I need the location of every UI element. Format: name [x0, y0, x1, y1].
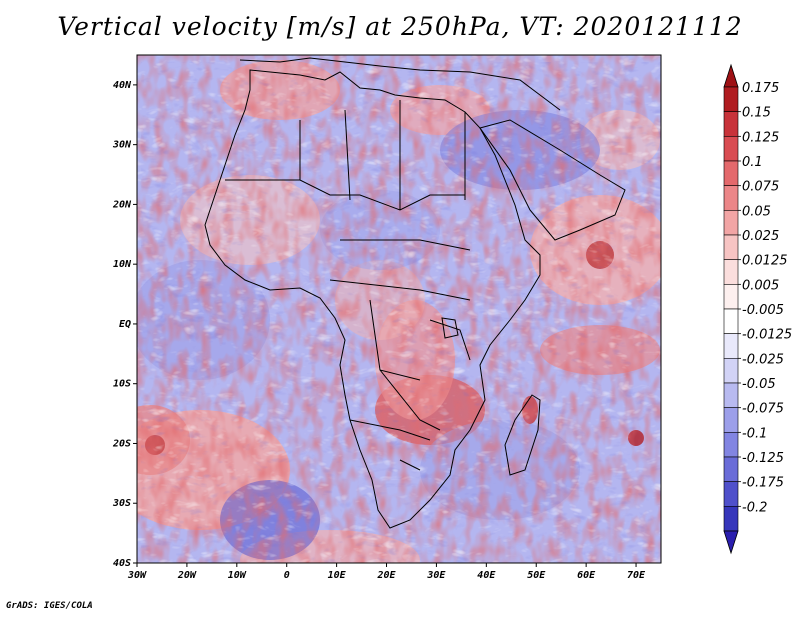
colorbar-swatch: [723, 234, 739, 260]
lon-tick-label: 60E: [577, 570, 596, 581]
lon-tick-label: 20E: [376, 570, 396, 581]
colorbar-swatch: [723, 185, 739, 211]
colorbar-swatch: [723, 407, 739, 433]
colorbar-bottom-arrow: [723, 530, 739, 555]
colorbar-label: -0.175: [742, 476, 784, 491]
lat-tick-label: 30S: [112, 498, 131, 509]
colorbar-swatch: [723, 86, 739, 112]
colorbar-label: -0.05: [742, 377, 776, 392]
colorbar-swatch: [723, 308, 739, 334]
colorbar-swatch: [723, 111, 739, 137]
madagascar-coastline: [504, 394, 541, 476]
lat-tick-label: 40S: [113, 558, 131, 569]
colorbar-swatch: [723, 284, 739, 310]
lat-tick-label: EQ: [119, 319, 131, 330]
colorbar-swatch: [723, 259, 739, 285]
plot-title: Vertical velocity [m/s] at 250hPa, VT: 2…: [57, 12, 743, 41]
colorbar-label: 0.0125: [742, 254, 788, 269]
colorbar-swatch: [723, 358, 739, 384]
colorbar-label: 0.175: [742, 81, 779, 96]
colorbar-label: 0.005: [742, 278, 779, 293]
velocity-field: [137, 55, 661, 563]
lon-tick-label: 10W: [228, 570, 247, 581]
longitude-axis: 30W 20W 10W 0 10E 20E 30E 40E 50E 60E 70E: [127, 563, 646, 581]
lon-tick-label: 70E: [627, 570, 646, 581]
colorbar-label: 0.15: [742, 106, 771, 121]
lat-tick-label: 10S: [113, 379, 131, 390]
colorbar-label: -0.025: [742, 352, 784, 367]
lat-tick-label: 40N: [113, 80, 132, 91]
europe-coastline: [239, 57, 561, 111]
colorbar-label: -0.0125: [742, 328, 792, 343]
colorbar-label: 0.125: [742, 130, 779, 145]
lon-tick-label: 40E: [477, 570, 496, 581]
footer-credit: GrADS: IGES/COLA: [6, 601, 93, 611]
colorbar-swatch: [723, 506, 739, 532]
colorbar-swatch: [723, 382, 739, 408]
lat-tick-label: 20N: [112, 199, 132, 210]
coastlines: [204, 57, 626, 529]
colorbar-label: -0.1: [742, 426, 767, 441]
lat-tick-label: 10N: [113, 259, 132, 270]
colorbar: 0.175 0.15 0.125 0.1 0.075 0.05 0.025 0.0125 0.0…: [723, 63, 792, 555]
colorbar-top-arrow: [723, 63, 739, 88]
colorbar-label: 0.1: [742, 155, 763, 170]
country-borders: [225, 100, 471, 471]
lon-tick-label: 50E: [527, 570, 546, 581]
colorbar-label: 0.075: [742, 180, 779, 195]
colorbar-swatch: [723, 481, 739, 507]
africa-coastline: [204, 69, 541, 529]
latitude-axis: 40N 30N 20N 10N EQ 10S 20S 30S 40S: [112, 80, 137, 569]
lake-victoria: [441, 317, 459, 339]
colorbar-swatch: [723, 136, 739, 162]
lon-tick-label: 0: [284, 570, 290, 581]
colorbar-swatch: [723, 210, 739, 236]
plot-frame: [136, 54, 662, 564]
colorbar-swatch: [723, 333, 739, 359]
lat-tick-label: 30N: [112, 140, 132, 151]
colorbar-swatch: [723, 432, 739, 458]
arabia-coastline: [479, 119, 626, 241]
colorbar-label: -0.125: [742, 451, 784, 466]
lon-tick-label: 30W: [127, 570, 147, 581]
lon-tick-label: 10E: [328, 570, 347, 581]
colorbar-swatch: [723, 160, 739, 186]
colorbar-label: 0.05: [742, 204, 771, 219]
colorbar-label: 0.025: [742, 229, 779, 244]
colorbar-label: -0.2: [742, 500, 767, 515]
lon-tick-label: 20W: [177, 570, 197, 581]
colorbar-label: -0.075: [742, 402, 784, 417]
colorbar-label: -0.005: [742, 303, 784, 318]
lon-tick-label: 30E: [426, 570, 446, 581]
colorbar-swatch: [723, 456, 739, 482]
lat-tick-label: 20S: [112, 438, 131, 449]
